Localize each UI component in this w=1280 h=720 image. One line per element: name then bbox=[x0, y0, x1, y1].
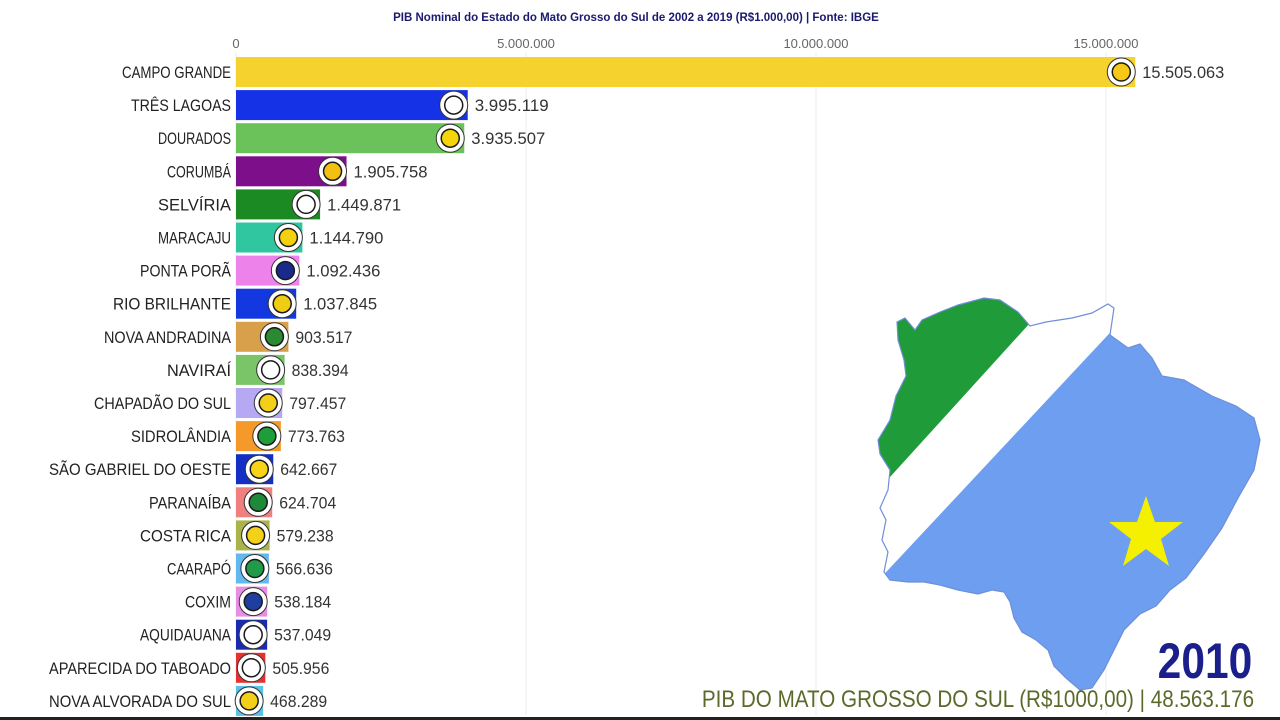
value-label: 538.184 bbox=[274, 593, 331, 612]
city-emblem-inner-icon bbox=[239, 691, 259, 711]
value-label: 566.636 bbox=[276, 560, 333, 579]
chart-title: PIB Nominal do Estado do Mato Grosso do … bbox=[393, 12, 879, 24]
category-label: CORUMBÁ bbox=[167, 162, 231, 181]
value-label: 797.457 bbox=[289, 394, 346, 413]
category-label: RIO BRILHANTE bbox=[113, 295, 231, 314]
value-label: 3.995.119 bbox=[475, 96, 549, 115]
category-label: PARANAÍBA bbox=[149, 493, 232, 512]
city-emblem-inner-icon bbox=[278, 227, 299, 248]
bars: 15.505.063 3.995.119 3.935.507 1.905.758 1.4… bbox=[234, 57, 1224, 716]
category-label: SIDROLÂNDIA bbox=[131, 427, 232, 446]
city-emblem-inner-icon bbox=[249, 459, 270, 479]
city-emblem-inner-icon bbox=[243, 624, 263, 645]
category-label: COSTA RICA bbox=[140, 526, 232, 545]
city-emblem-inner-icon bbox=[296, 194, 316, 215]
category-label: PONTA PORÃ bbox=[140, 262, 232, 281]
value-label: 505.956 bbox=[272, 659, 329, 678]
category-label: APARECIDA DO TABOADO bbox=[49, 659, 231, 678]
category-label: COXIM bbox=[185, 593, 231, 612]
city-emblem-inner-icon bbox=[264, 327, 285, 347]
value-label: 468.289 bbox=[270, 692, 327, 711]
value-label: 624.704 bbox=[279, 493, 336, 512]
city-emblem-inner-icon bbox=[322, 161, 343, 182]
total-gdp-footer: PIB DO MATO GROSSO DO SUL (R$1000,00) | … bbox=[701, 686, 1254, 713]
category-label: TRÊS LAGOAS bbox=[131, 96, 231, 115]
category-label: CAMPO GRANDE bbox=[122, 63, 231, 82]
value-label: 1.449.871 bbox=[327, 195, 401, 214]
city-emblem-inner-icon bbox=[241, 658, 262, 678]
category-label: CAARAPÓ bbox=[167, 560, 231, 579]
city-emblem-inner-icon bbox=[245, 525, 266, 546]
city-emblem-inner-icon bbox=[248, 492, 268, 513]
bottom-border bbox=[0, 717, 1280, 720]
bar bbox=[236, 90, 468, 121]
value-label: 773.763 bbox=[288, 427, 345, 446]
x-tick-label: 15.000.000 bbox=[1073, 36, 1138, 51]
value-label: 1.092.436 bbox=[306, 262, 380, 281]
year-label: 2010 bbox=[1157, 633, 1252, 689]
map-star bbox=[1109, 496, 1183, 566]
city-emblem-inner-icon bbox=[1111, 62, 1132, 82]
city-emblem-inner-icon bbox=[245, 558, 265, 579]
x-axis-ticks: 0 5.000.000 10.000.000 15.000.000 bbox=[232, 36, 1138, 51]
city-emblem-inner-icon bbox=[272, 293, 292, 314]
value-label: 1.144.790 bbox=[309, 229, 383, 248]
value-label: 579.238 bbox=[277, 526, 334, 545]
category-label: CHAPADÃO DO SUL bbox=[94, 394, 231, 413]
map-green-band bbox=[878, 298, 1060, 510]
bar bbox=[236, 57, 1136, 87]
city-emblem-inner-icon bbox=[258, 393, 279, 413]
category-label: AQUIDAUANA bbox=[140, 626, 232, 645]
category-label: NAVIRAÍ bbox=[167, 361, 231, 380]
city-emblem-inner-icon bbox=[443, 95, 464, 115]
city-emblem-inner-icon bbox=[440, 128, 461, 148]
value-label: 642.667 bbox=[280, 460, 337, 479]
value-label: 15.505.063 bbox=[1142, 63, 1224, 82]
category-label: NOVA ANDRADINA bbox=[104, 328, 232, 347]
value-label: 537.049 bbox=[274, 626, 331, 645]
city-emblem-inner-icon bbox=[260, 360, 281, 380]
category-label: SÃO GABRIEL DO OESTE bbox=[49, 460, 231, 479]
x-tick-label: 10.000.000 bbox=[783, 36, 848, 51]
category-label: DOURADOS bbox=[158, 129, 231, 148]
city-emblem-inner-icon bbox=[275, 260, 296, 281]
x-tick-label: 0 bbox=[232, 36, 239, 51]
city-emblem-inner-icon bbox=[257, 426, 277, 446]
value-label: 3.935.507 bbox=[471, 129, 545, 148]
category-labels: CAMPO GRANDE TRÊS LAGOAS DOURADOS CORUMBÁ SE… bbox=[49, 63, 232, 711]
value-label: 1.037.845 bbox=[303, 295, 377, 314]
bar bbox=[236, 123, 465, 154]
category-label: SELVÍRIA bbox=[158, 195, 232, 214]
category-label: MARACAJU bbox=[158, 229, 231, 248]
value-label: 903.517 bbox=[295, 328, 352, 347]
value-label: 838.394 bbox=[292, 361, 349, 380]
value-label: 1.905.758 bbox=[354, 162, 428, 181]
city-emblem-inner-icon bbox=[243, 591, 263, 612]
category-label: NOVA ALVORADA DO SUL bbox=[49, 692, 231, 711]
x-tick-label: 5.000.000 bbox=[497, 36, 555, 51]
